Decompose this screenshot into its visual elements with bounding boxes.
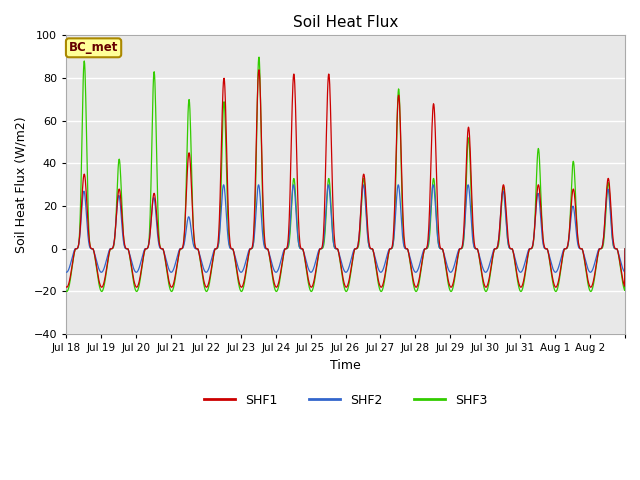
Title: Soil Heat Flux: Soil Heat Flux xyxy=(293,15,398,30)
Text: BC_met: BC_met xyxy=(69,41,118,54)
X-axis label: Time: Time xyxy=(330,359,361,372)
Y-axis label: Soil Heat Flux (W/m2): Soil Heat Flux (W/m2) xyxy=(15,117,28,253)
Legend: SHF1, SHF2, SHF3: SHF1, SHF2, SHF3 xyxy=(199,389,492,411)
